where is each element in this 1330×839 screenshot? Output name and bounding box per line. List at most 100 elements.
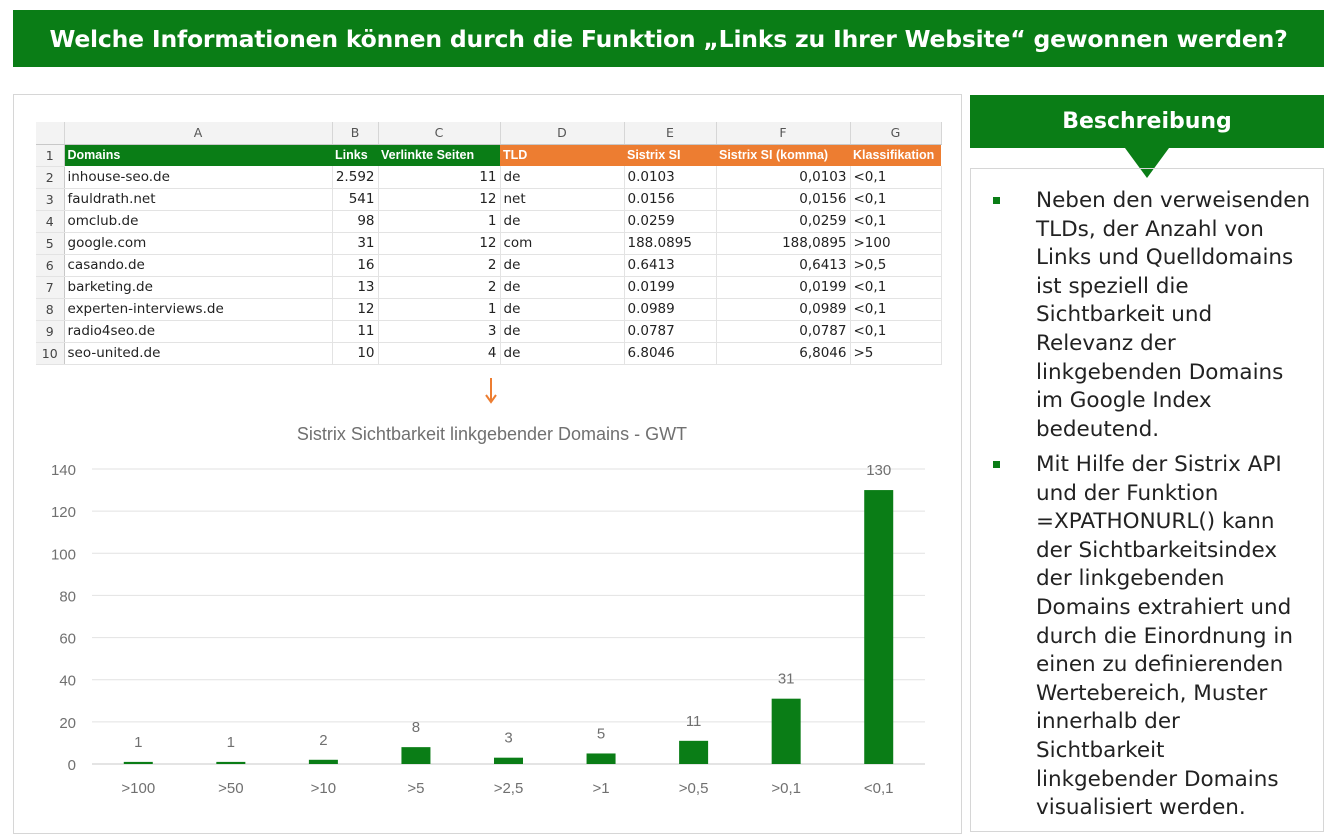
bar [864,490,894,764]
row-number[interactable]: 7 [36,276,65,299]
cell-klassifikation[interactable]: >5 [850,342,942,365]
cell-sistrix-si-komma[interactable]: 6,8046 [716,342,851,365]
cell-domain[interactable]: seo-united.de [64,342,333,365]
row-number[interactable]: 8 [36,298,65,321]
cell-sistrix-si[interactable]: 0.6413 [624,254,717,277]
cell-sistrix-si-komma[interactable]: 0,0787 [716,320,851,343]
column-letter[interactable]: E [624,122,717,145]
cell-links[interactable]: 16 [332,254,379,277]
column-letter[interactable]: C [378,122,501,145]
row-number[interactable]: 2 [36,166,65,189]
header-klassifikation[interactable]: Klassifikation [850,144,941,166]
cell-klassifikation[interactable]: <0,1 [850,188,942,211]
cell-klassifikation[interactable]: >0,5 [850,254,942,277]
cell-verlinkte-seiten[interactable]: 2 [378,276,501,299]
header-sistrix-si-komma[interactable]: Sistrix SI (komma) [716,144,850,166]
cell-tld[interactable]: com [500,232,625,255]
cell-sistrix-si-komma[interactable]: 0,0156 [716,188,851,211]
cell-domain[interactable]: radio4seo.de [64,320,333,343]
cell-verlinkte-seiten[interactable]: 2 [378,254,501,277]
cell-verlinkte-seiten[interactable]: 4 [378,342,501,365]
data-label: 11 [686,713,702,730]
cell-links[interactable]: 2.592 [332,166,379,189]
cell-sistrix-si[interactable]: 0.0103 [624,166,717,189]
cell-verlinkte-seiten[interactable]: 3 [378,320,501,343]
x-tick-label: >0,1 [771,780,801,797]
header-sistrix-si[interactable]: Sistrix SI [624,144,716,166]
cell-links[interactable]: 13 [332,276,379,299]
cell-tld[interactable]: net [500,188,625,211]
cell-klassifikation[interactable]: <0,1 [850,320,942,343]
header-verlinkte-seiten[interactable]: Verlinkte Seiten [378,144,500,166]
row-number[interactable]: 1 [36,144,65,167]
cell-sistrix-si-komma[interactable]: 0,0103 [716,166,851,189]
cell-klassifikation[interactable]: <0,1 [850,276,942,299]
cell-domain[interactable]: experten-interviews.de [64,298,333,321]
y-tick-label: 0 [68,757,76,774]
cell-sistrix-si[interactable]: 0.0989 [624,298,717,321]
column-letter[interactable]: D [500,122,625,145]
cell-sistrix-si-komma[interactable]: 0,0989 [716,298,851,321]
header-tld[interactable]: TLD [500,144,624,166]
cell-links[interactable]: 541 [332,188,379,211]
header-links[interactable]: Links [332,144,378,166]
cell-tld[interactable]: de [500,276,625,299]
cell-sistrix-si[interactable]: 188.0895 [624,232,717,255]
cell-verlinkte-seiten[interactable]: 1 [378,210,501,233]
cell-sistrix-si-komma[interactable]: 188,0895 [716,232,851,255]
cell-domain[interactable]: casando.de [64,254,333,277]
cell-sistrix-si-komma[interactable]: 0,0259 [716,210,851,233]
cell-verlinkte-seiten[interactable]: 12 [378,232,501,255]
column-letter[interactable]: G [850,122,942,145]
column-letter[interactable]: F [716,122,851,145]
bar [771,698,801,764]
triangle-down-icon [1125,148,1169,178]
table-row: 4 omclub.de 98 1 de 0.0259 0,0259 <0,1 [36,210,942,233]
cell-verlinkte-seiten[interactable]: 11 [378,166,501,189]
cell-sistrix-si[interactable]: 0.0259 [624,210,717,233]
cell-klassifikation[interactable]: <0,1 [850,210,942,233]
cell-tld[interactable]: de [500,166,625,189]
data-label: 31 [778,671,795,688]
cell-klassifikation[interactable]: >100 [850,232,942,255]
row-number[interactable]: 5 [36,232,65,255]
cell-links[interactable]: 10 [332,342,379,365]
cell-verlinkte-seiten[interactable]: 1 [378,298,501,321]
cell-tld[interactable]: de [500,254,625,277]
cell-sistrix-si[interactable]: 6.8046 [624,342,717,365]
y-tick-label: 20 [59,715,76,732]
row-number[interactable]: 3 [36,188,65,211]
row-number[interactable]: 9 [36,320,65,343]
cell-tld[interactable]: de [500,298,625,321]
column-letter[interactable]: A [64,122,333,145]
cell-sistrix-si-komma[interactable]: 0,0199 [716,276,851,299]
cell-tld[interactable]: de [500,210,625,233]
cell-verlinkte-seiten[interactable]: 12 [378,188,501,211]
cell-sistrix-si[interactable]: 0.0787 [624,320,717,343]
cell-links[interactable]: 98 [332,210,379,233]
row-number[interactable]: 4 [36,210,65,233]
header-domains[interactable]: Domains [64,144,332,166]
cell-sistrix-si[interactable]: 0.0156 [624,188,717,211]
cell-domain[interactable]: fauldrath.net [64,188,333,211]
row-number[interactable]: 6 [36,254,65,277]
cell-links[interactable]: 12 [332,298,379,321]
cell-klassifikation[interactable]: <0,1 [850,298,942,321]
cell-domain[interactable]: barketing.de [64,276,333,299]
y-tick-label: 60 [59,631,76,648]
cell-tld[interactable]: de [500,320,625,343]
column-letter[interactable]: B [332,122,379,145]
cell-domain[interactable]: google.com [64,232,333,255]
cell-links[interactable]: 31 [332,232,379,255]
cell-sistrix-si[interactable]: 0.0199 [624,276,717,299]
cell-domain[interactable]: omclub.de [64,210,333,233]
cell-links[interactable]: 11 [332,320,379,343]
row-number[interactable]: 10 [36,342,65,365]
cell-tld[interactable]: de [500,342,625,365]
cell-klassifikation[interactable]: <0,1 [850,166,942,189]
select-all-corner[interactable] [36,122,65,145]
square-bullet-icon [993,461,1000,468]
cell-sistrix-si-komma[interactable]: 0,6413 [716,254,851,277]
table-row: 6 casando.de 16 2 de 0.6413 0,6413 >0,5 [36,254,942,277]
cell-domain[interactable]: inhouse-seo.de [64,166,333,189]
